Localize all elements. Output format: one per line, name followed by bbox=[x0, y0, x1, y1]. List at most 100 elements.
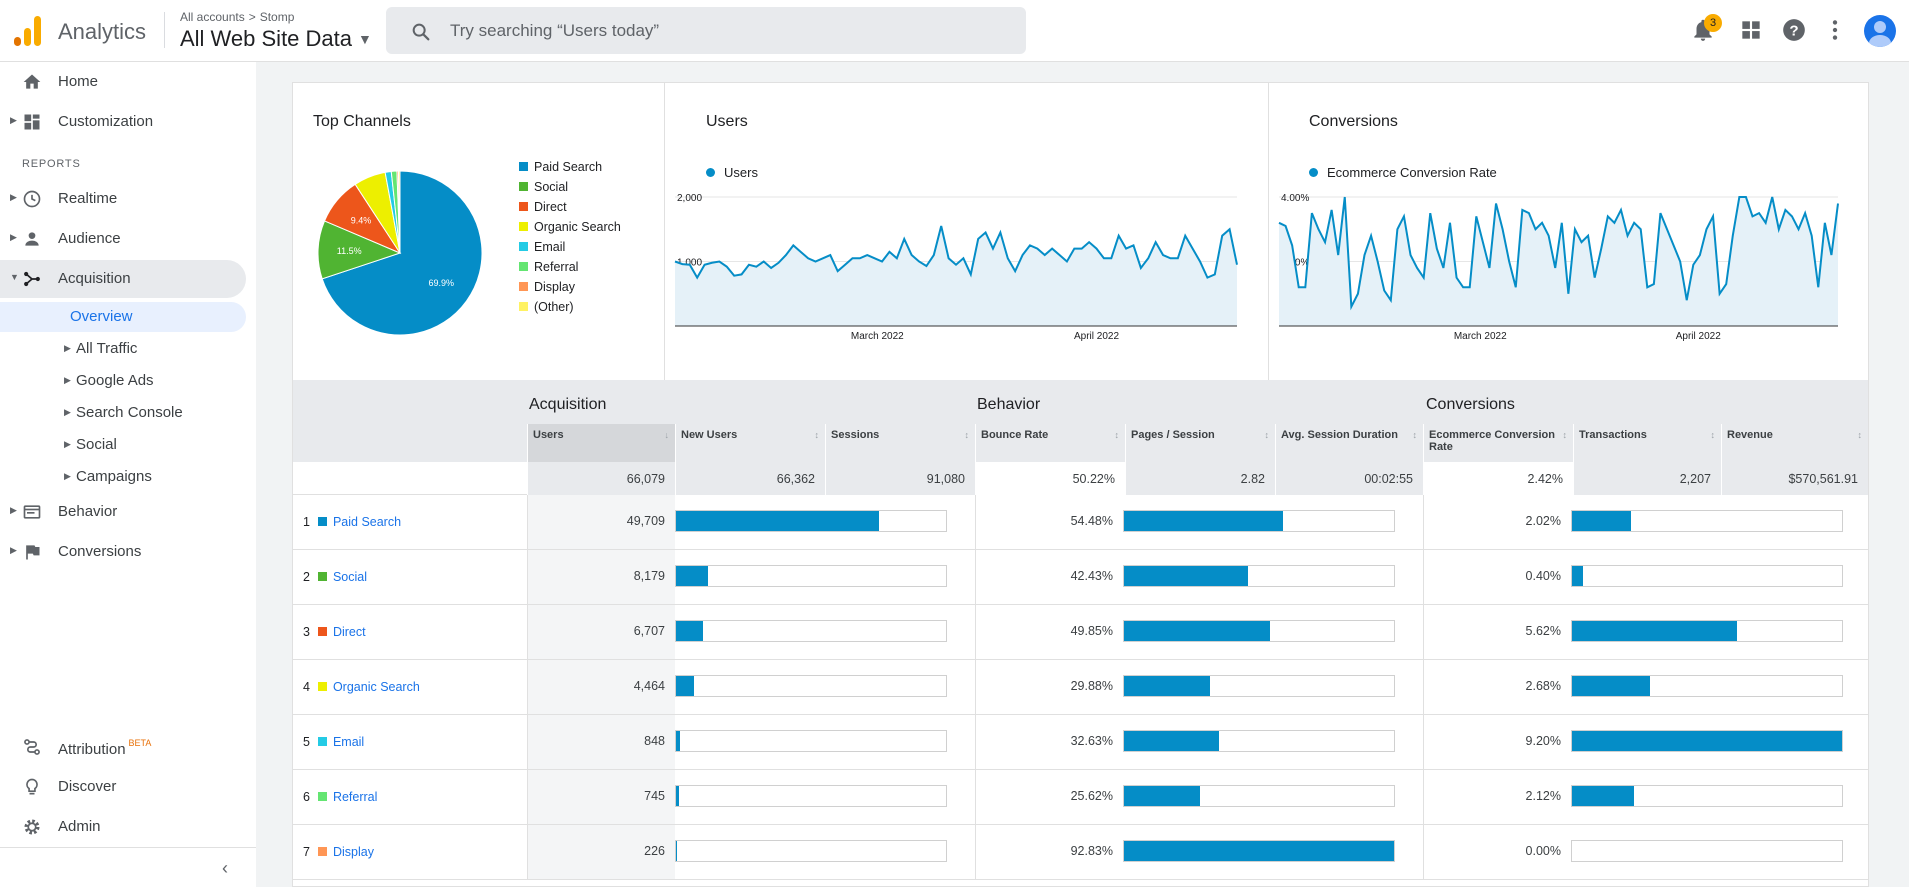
conversions-line-chart: 2.00%4.00%March 2022 April 2022 bbox=[1278, 193, 1839, 342]
column-header[interactable]: Users ↓ bbox=[527, 424, 675, 462]
clock-icon bbox=[23, 190, 41, 208]
more-vert-icon[interactable] bbox=[1822, 17, 1848, 43]
channel-link[interactable]: Organic Search bbox=[332, 680, 420, 694]
legend-label: Referral bbox=[534, 260, 579, 274]
column-header[interactable]: Transactions ↕ bbox=[1573, 424, 1721, 462]
expand-arrow-icon: ▶ bbox=[10, 505, 17, 515]
row-number: 3 bbox=[303, 625, 310, 639]
overview-panel: Top Channels 69.9% 11.5% 9.4% Paid Search S… bbox=[292, 82, 1869, 887]
total-cell: 66,079 bbox=[527, 462, 675, 495]
search-bar[interactable]: Try searching “Users today” bbox=[386, 7, 1026, 54]
channel-link[interactable]: Email bbox=[332, 735, 365, 749]
row-label: 5 Email bbox=[303, 735, 364, 749]
crumb-account: Stomp bbox=[259, 10, 295, 24]
sidebar-item-discover[interactable]: Discover bbox=[0, 768, 246, 806]
sidebar-subitem-campaigns[interactable]: ▶ Campaigns bbox=[0, 462, 246, 492]
percent-bar-fill bbox=[1124, 731, 1219, 751]
users-legend: Users bbox=[706, 165, 758, 180]
sidebar-item-realtime[interactable]: ▶ Realtime bbox=[0, 180, 246, 218]
value-cell: 32.63% bbox=[975, 715, 1123, 769]
percent-bar bbox=[675, 510, 947, 532]
legend-swatch bbox=[519, 182, 528, 191]
sidebar-label: Attribution bbox=[58, 741, 126, 758]
column-header-label: Users bbox=[533, 429, 564, 441]
total-cell: 00:02:55 bbox=[1275, 462, 1423, 495]
column-header[interactable]: Pages / Session ↕ bbox=[1125, 424, 1275, 462]
acquisition-icon bbox=[24, 271, 40, 287]
row-number: 2 bbox=[303, 570, 310, 584]
percent-bar-fill bbox=[676, 731, 681, 751]
column-header[interactable]: Bounce Rate ↕ bbox=[975, 424, 1125, 462]
apps-grid-icon[interactable] bbox=[1738, 17, 1764, 43]
sort-icon: ↕ bbox=[964, 430, 970, 440]
beta-badge: BETA bbox=[128, 738, 152, 748]
expand-arrow-icon: ▶ bbox=[64, 375, 71, 385]
sort-icon: ↕ bbox=[814, 430, 820, 440]
percent-bar bbox=[1123, 730, 1395, 752]
value-cell: 8,179 bbox=[527, 550, 675, 604]
sidebar-item-attribution[interactable]: Attribution BETA bbox=[0, 728, 246, 766]
channel-link[interactable]: Display bbox=[332, 845, 374, 859]
legend-swatch bbox=[519, 202, 528, 211]
legend-swatch bbox=[519, 242, 528, 251]
sidebar-item-behavior[interactable]: ▶ Behavior bbox=[0, 493, 246, 531]
sidebar-item-conversions[interactable]: ▶ Conversions bbox=[0, 533, 246, 571]
sidebar-label: Search Console bbox=[76, 404, 183, 421]
column-header[interactable]: New Users ↕ bbox=[675, 424, 825, 462]
sidebar-subitem-search-console[interactable]: ▶ Search Console bbox=[0, 398, 246, 428]
account-breadcrumb[interactable]: All accounts > Stomp bbox=[180, 10, 294, 24]
sidebar-item-admin[interactable]: Admin bbox=[0, 808, 246, 846]
legend-item: Referral bbox=[519, 260, 578, 274]
sidebar-label: Realtime bbox=[58, 190, 118, 207]
row-label: 4 Organic Search bbox=[303, 680, 420, 694]
total-cell: 2.82 bbox=[1125, 462, 1275, 495]
legend-label: Ecommerce Conversion Rate bbox=[1327, 165, 1497, 180]
table-totals-row: 66,079 66,362 91,080 50.22% 2.82 00:02:55 2.42… bbox=[293, 462, 1868, 495]
channel-link[interactable]: Paid Search bbox=[332, 515, 402, 529]
pie-slice bbox=[397, 170, 401, 254]
sidebar-item-acquisition[interactable]: ▼ Acquisition bbox=[0, 260, 246, 298]
legend-label: Display bbox=[534, 280, 575, 294]
users-card: Users Users 1,000 2,000 March 2022 April 20… bbox=[665, 83, 1269, 380]
value-cell: 29.88% bbox=[975, 660, 1123, 714]
sidebar-subitem-google-ads[interactable]: ▶ Google Ads bbox=[0, 366, 246, 396]
sidebar-subitem-social[interactable]: ▶ Social bbox=[0, 430, 246, 460]
percent-bar-fill bbox=[676, 511, 879, 531]
sidebar-label: Campaigns bbox=[76, 468, 152, 485]
series-line bbox=[674, 225, 1238, 280]
channel-link[interactable]: Referral bbox=[332, 790, 378, 804]
collapse-sidebar-icon[interactable]: ‹ bbox=[222, 858, 228, 878]
expand-arrow-icon: ▶ bbox=[10, 192, 17, 202]
column-header-label: Revenue bbox=[1727, 429, 1773, 441]
account-avatar-icon[interactable] bbox=[1864, 15, 1896, 47]
sidebar-item-customization[interactable]: ▶ Customization bbox=[0, 103, 246, 141]
sidebar-item-home[interactable]: Home bbox=[0, 63, 246, 101]
column-header[interactable]: Avg. Session Duration ↕ bbox=[1275, 424, 1423, 462]
channel-link[interactable]: Social bbox=[332, 570, 367, 584]
value-cell: 2.02% bbox=[1423, 495, 1571, 549]
sidebar-item-audience[interactable]: ▶ Audience bbox=[0, 220, 246, 258]
analytics-logo[interactable] bbox=[14, 16, 42, 46]
dashboard-icon bbox=[24, 114, 40, 130]
sidebar-label: Admin bbox=[58, 818, 101, 835]
sort-icon: ↕ bbox=[1857, 430, 1863, 440]
legend-label: Organic Search bbox=[534, 220, 621, 234]
header-divider bbox=[164, 12, 165, 48]
table-row: 3 Direct 6,707 49.85% 5.62% bbox=[293, 605, 1868, 660]
channel-link[interactable]: Direct bbox=[332, 625, 366, 639]
pie-slice-label: 11.5% bbox=[337, 246, 362, 256]
sort-icon: ↕ bbox=[1412, 430, 1418, 440]
sort-icon: ↕ bbox=[1710, 430, 1716, 440]
sidebar-subitem-all-traffic[interactable]: ▶ All Traffic bbox=[0, 334, 246, 364]
percent-bar bbox=[1571, 675, 1843, 697]
card-title: Conversions bbox=[1309, 113, 1398, 130]
lightbulb-icon bbox=[26, 778, 38, 795]
property-selector[interactable]: All Web Site Data ▼ bbox=[180, 26, 372, 52]
column-header[interactable]: Ecommerce Conversion Rate ↕ bbox=[1423, 424, 1573, 462]
sidebar-subitem-overview[interactable]: Overview bbox=[0, 302, 246, 332]
behavior-icon bbox=[23, 505, 41, 519]
percent-bar bbox=[675, 620, 947, 642]
column-header[interactable]: Sessions ↕ bbox=[825, 424, 975, 462]
column-header[interactable]: Revenue ↕ bbox=[1721, 424, 1868, 462]
help-icon[interactable]: ? bbox=[1781, 17, 1807, 43]
